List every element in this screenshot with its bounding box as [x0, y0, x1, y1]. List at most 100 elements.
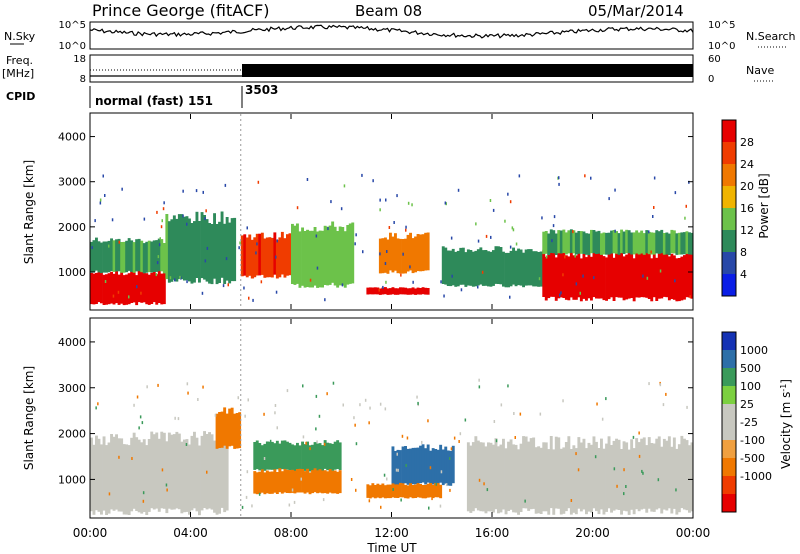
- heatmap-cell: [368, 287, 372, 295]
- heatmap-cell: [396, 238, 400, 274]
- scatter-cell: [322, 498, 325, 502]
- heatmap-cell: [260, 445, 264, 472]
- heatmap-cell: [172, 434, 176, 510]
- scatter-cell: [450, 447, 453, 451]
- heatmap-cell: [615, 231, 618, 254]
- power-colorbar-swatch: [722, 120, 736, 142]
- heatmap-cell: [391, 446, 395, 484]
- heatmap-cell: [245, 237, 249, 278]
- heatmap-cell: [311, 470, 314, 494]
- heatmap-cell: [323, 440, 327, 469]
- heatmap-cell: [115, 271, 118, 304]
- scatter-cell: [524, 487, 526, 491]
- heatmap-cell: [409, 232, 412, 271]
- heatmap-cell: [572, 255, 576, 300]
- scatter-cell: [509, 295, 511, 299]
- scatter-cell: [326, 392, 328, 396]
- heatmap-cell: [479, 442, 483, 512]
- heatmap-cell: [145, 445, 149, 515]
- scatter-cell: [169, 276, 172, 280]
- heatmap-cell: [517, 248, 520, 286]
- scatter-cell: [327, 227, 329, 231]
- velocity-colorbar: 1000 500 100 25 -25 -100 -500 -1000: [721, 331, 772, 513]
- heatmap-cell: [147, 439, 151, 512]
- heatmap-cell: [303, 444, 307, 471]
- heatmap-cell: [378, 288, 382, 295]
- heatmap-cell: [688, 250, 691, 298]
- scatter-cell: [197, 398, 199, 401]
- heatmap-cell: [92, 240, 96, 272]
- heatmap-cell: [396, 288, 400, 295]
- scatter-cell: [686, 405, 688, 409]
- heatmap-cell: [235, 413, 239, 449]
- scatter-cell: [163, 201, 165, 205]
- heatmap-cell: [401, 287, 405, 295]
- heatmap-cell: [517, 449, 520, 515]
- heatmap-cell: [384, 237, 387, 273]
- heatmap-cell: [667, 233, 671, 256]
- heatmap-cell: [381, 287, 385, 295]
- heatmap-cell: [683, 255, 686, 300]
- heatmap-cell: [587, 252, 591, 299]
- heatmap-cell: [655, 230, 659, 254]
- scatter-cell: [409, 265, 411, 269]
- heatmap-cell: [444, 446, 448, 484]
- heatmap-cell: [399, 482, 402, 498]
- heatmap-cell: [303, 231, 307, 288]
- heatmap-cell: [587, 442, 591, 512]
- scatter-cell: [477, 239, 480, 243]
- scatter-cell: [241, 505, 244, 509]
- heatmap-cell: [502, 438, 505, 510]
- heatmap-cell: [205, 219, 209, 282]
- heatmap-cell: [416, 447, 420, 485]
- heatmap-cell: [419, 445, 422, 484]
- heatmap-cell: [142, 439, 146, 512]
- heatmap-cell: [652, 443, 656, 512]
- scatter-cell: [653, 176, 656, 180]
- heatmap-cell: [228, 408, 232, 447]
- heatmap-cell: [595, 231, 598, 254]
- scatter-cell: [623, 468, 625, 472]
- scatter-cell: [136, 395, 139, 399]
- heatmap-cell: [188, 218, 191, 282]
- heatmap-cell: [582, 253, 586, 299]
- scatter-cell: [309, 278, 312, 282]
- heatmap-cell: [585, 233, 588, 255]
- scatter-cell: [512, 228, 515, 232]
- heatmap-cell: [185, 216, 189, 281]
- heatmap-cell: [240, 235, 244, 277]
- scatter-cell: [464, 418, 467, 422]
- scatter-cell: [269, 439, 272, 443]
- scatter-cell: [300, 477, 302, 481]
- scatter-cell: [401, 434, 404, 438]
- heatmap-cell: [248, 234, 252, 276]
- heatmap-cell: [494, 246, 498, 284]
- heatmap-cell: [471, 251, 475, 287]
- scatter-cell: [551, 239, 553, 243]
- heatmap-cell: [605, 257, 608, 301]
- heatmap-cell: [401, 239, 405, 274]
- scatter-cell: [440, 470, 443, 474]
- scatter-cell: [369, 406, 371, 410]
- heatmap-cell: [612, 230, 616, 254]
- heatmap-cell: [411, 447, 415, 485]
- scatter-cell: [590, 176, 592, 180]
- velocity-colorbar-tick: -1000: [740, 470, 772, 483]
- heatmap-cell: [125, 240, 129, 273]
- heatmap-cell: [662, 233, 666, 255]
- power-colorbar: 4 8 12 16 20 24 28: [721, 119, 754, 297]
- heatmap-cell: [600, 252, 603, 299]
- scatter-cell: [421, 440, 423, 444]
- heatmap-cell: [657, 253, 661, 299]
- scatter-cell: [245, 495, 248, 499]
- scatter-cell: [251, 504, 253, 508]
- heatmap-cell: [175, 431, 179, 509]
- scatter-cell: [449, 488, 451, 492]
- heatmap-cell: [414, 288, 417, 295]
- heatmap-cell: [680, 232, 684, 255]
- scatter-cell: [641, 469, 643, 473]
- scatter-cell: [142, 499, 145, 503]
- scatter-cell: [638, 454, 641, 458]
- heatmap-cell: [637, 442, 641, 512]
- noise-sky-line: [89, 24, 694, 39]
